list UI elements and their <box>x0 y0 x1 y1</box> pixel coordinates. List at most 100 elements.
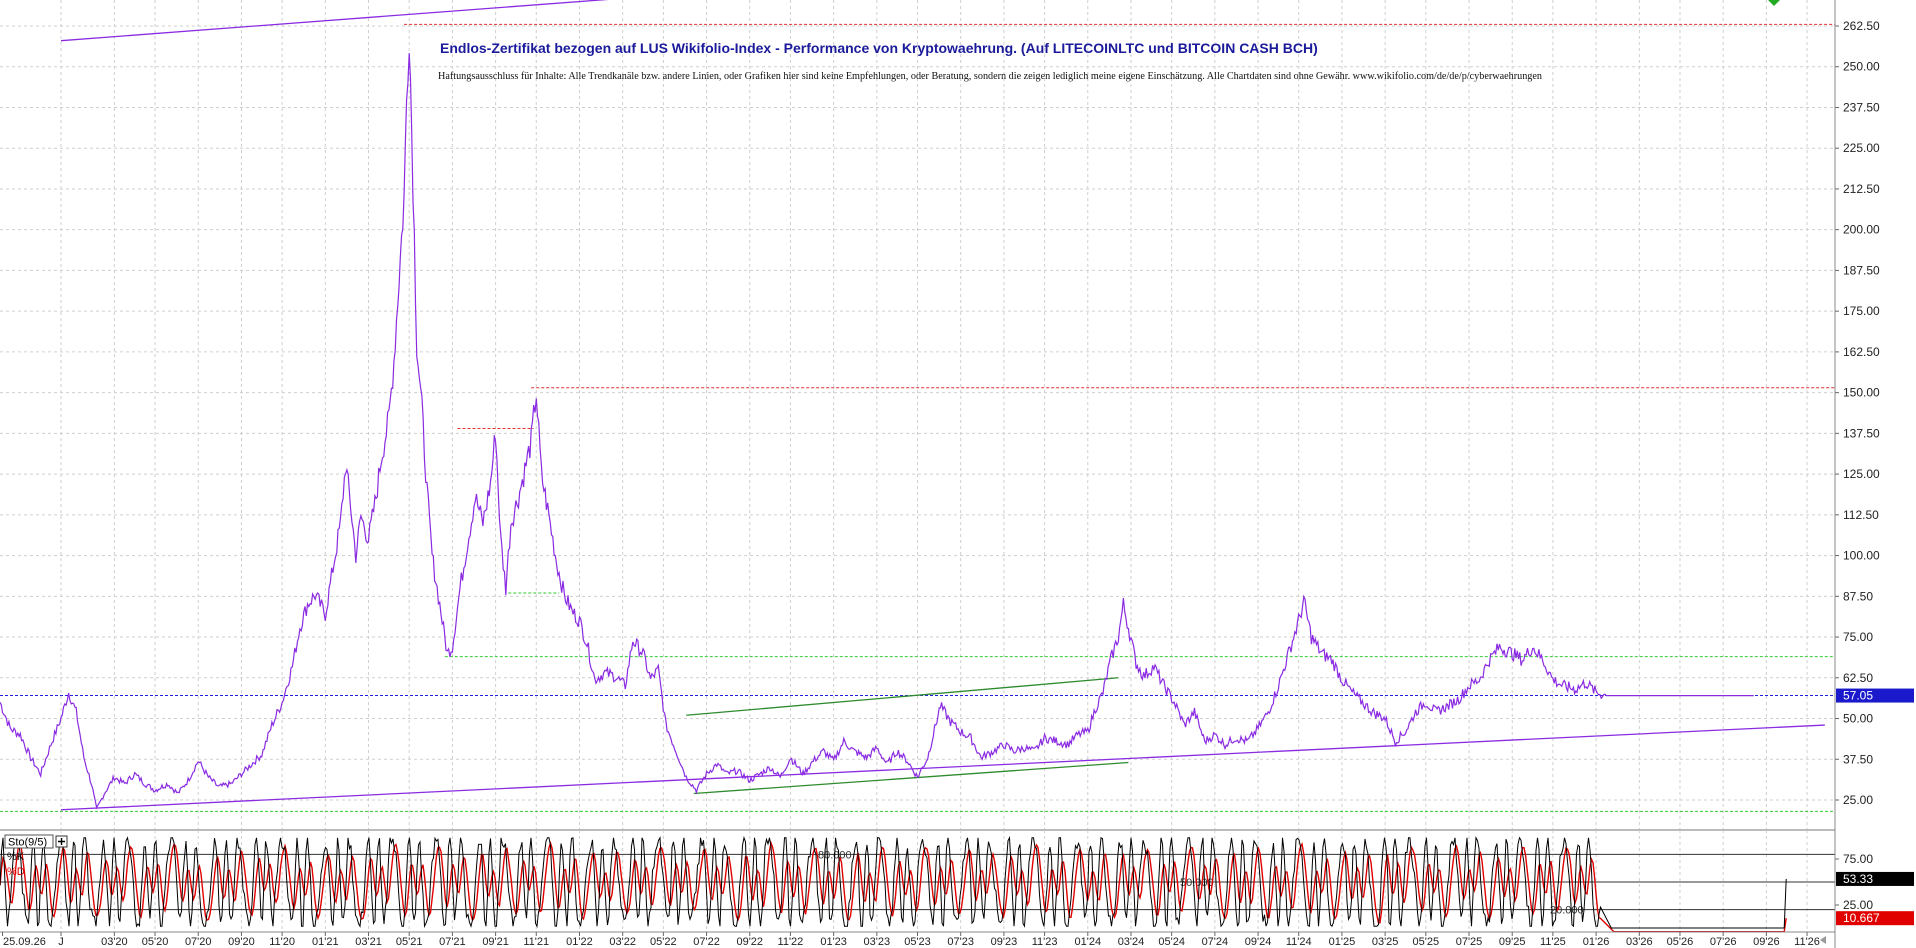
stochastic-value-label: 10.667 <box>1843 911 1880 925</box>
x-tick-label: 07'24 <box>1202 936 1229 948</box>
trendline <box>693 761 1129 795</box>
y-tick-label: 112.50 <box>1843 508 1879 522</box>
x-tick-label: 11'20 <box>269 936 295 948</box>
x-tick-label: 07'23 <box>947 936 974 948</box>
price-grid <box>0 0 1835 830</box>
x-tick-label: 05'23 <box>904 936 931 948</box>
legend-k: %K <box>7 851 25 863</box>
x-tick-label: 07'25 <box>1456 936 1483 948</box>
x-tick-label: 03'21 <box>355 936 382 948</box>
stochastic-value-badge <box>1836 911 1914 926</box>
chart-title: Endlos-Zertifikat bezogen auf LUS Wikifo… <box>440 40 1318 56</box>
stochastic-y-tick-label: 25.00 <box>1843 898 1873 912</box>
stochastic-value-markers: 53.33 10.667 <box>1836 871 1914 926</box>
x-tick-label: 09'24 <box>1245 936 1272 948</box>
trendline <box>60 0 609 42</box>
x-tick-label: 09'20 <box>228 936 255 948</box>
y-tick-label: 150.00 <box>1843 386 1880 400</box>
y-tick-label: 62.50 <box>1843 671 1873 685</box>
x-tick-label: 11'26 <box>1794 936 1820 948</box>
plus-icon <box>58 838 65 845</box>
x-tick-label: 03'22 <box>609 936 636 948</box>
legend-d: %D <box>7 866 25 878</box>
stochastic-d-line <box>0 840 1787 933</box>
trendline <box>60 724 1825 811</box>
x-tick-label: 07'20 <box>185 936 212 948</box>
trendline <box>686 677 1119 716</box>
y-tick-label: 87.50 <box>1843 589 1873 603</box>
chart-disclaimer: Haftungsausschluss für Inhalte: Alle Tre… <box>438 71 1542 82</box>
y-tick-label: 125.00 <box>1843 467 1880 481</box>
stochastic-k-line <box>0 835 1787 929</box>
x-tick-label: 05'25 <box>1413 936 1440 948</box>
x-tick-label: 07'21 <box>439 936 466 948</box>
x-tick-label: 01'25 <box>1329 936 1356 948</box>
y-tick-label: 137.50 <box>1843 426 1880 440</box>
y-tick-label: 250.00 <box>1843 60 1880 74</box>
y-tick-label: 237.50 <box>1843 100 1880 114</box>
x-tick-label: 01'23 <box>820 936 847 948</box>
x-tick-label: 05'21 <box>396 936 423 948</box>
current-value-label: 57.05 <box>1843 689 1873 703</box>
stochastic-legend: Sto(9/5) %K %D <box>4 834 68 878</box>
x-tick-label: 11'24 <box>1286 936 1312 948</box>
current-value-marker: 57.05 <box>1836 688 1914 703</box>
x-tick-label: 05'24 <box>1158 936 1185 948</box>
y-tick-label: 225.00 <box>1843 141 1880 155</box>
indicator-label-box[interactable] <box>4 834 54 849</box>
x-tick-label: 11'21 <box>523 936 549 948</box>
scroll-left-icon[interactable] <box>1820 936 1826 944</box>
x-tick-label: 05'20 <box>142 936 169 948</box>
x-tick-label: 09'22 <box>736 936 763 948</box>
x-tick-label: 11'25 <box>1540 936 1566 948</box>
x-tick-label: 03'25 <box>1372 936 1399 948</box>
price-y-tick-labels: 262.50 250.00 237.50 225.00 212.50 200.00 187.… <box>1835 19 1880 807</box>
x-tick-label: 01'21 <box>312 936 339 948</box>
x-tick-label: 01'26 <box>1583 936 1610 948</box>
x-tick-label: 11'22 <box>778 936 804 948</box>
x-tick-label: 01'24 <box>1074 936 1101 948</box>
x-tick-label: J <box>58 936 64 948</box>
x-tick-label: 03'24 <box>1118 936 1145 948</box>
y-tick-label: 212.50 <box>1843 182 1880 196</box>
price-trendlines <box>60 0 1825 811</box>
x-tick-label: 01'22 <box>566 936 593 948</box>
y-tick-label: 50.00 <box>1843 712 1873 726</box>
x-tick-label: 03'23 <box>864 936 891 948</box>
x-tick-label: 11'23 <box>1032 936 1058 948</box>
y-tick-label: 162.50 <box>1843 345 1880 359</box>
price-level-lines <box>0 23 1835 812</box>
y-tick-label: 175.00 <box>1843 304 1880 318</box>
stochastic-value-badge <box>1836 871 1914 886</box>
x-tick-label: 09'23 <box>991 936 1018 948</box>
x-tick-labels: 25.09.26 J 03'20 05'20 07'20 09'20 11'20 01'21 0… <box>2 932 1820 948</box>
x-tick-label: 03'20 <box>101 936 128 948</box>
indicator-name: Sto(9/5) <box>8 837 47 849</box>
x-tick-label: 09'26 <box>1753 936 1780 948</box>
y-tick-label: 200.00 <box>1843 223 1880 237</box>
price-series-line <box>0 53 1754 810</box>
x-tick-label: 09'21 <box>482 936 509 948</box>
x-tick-label: 09'25 <box>1499 936 1526 948</box>
stochastic-y-tick-label: 75.00 <box>1843 852 1873 866</box>
x-tick-label: 07'22 <box>693 936 720 948</box>
x-tick-label: 05'26 <box>1667 936 1694 948</box>
y-tick-label: 37.50 <box>1843 752 1873 766</box>
y-tick-label: 75.00 <box>1843 630 1873 644</box>
stochastic-value-label: 53.33 <box>1843 872 1873 886</box>
x-tick-label: 07'26 <box>1710 936 1737 948</box>
x-tick-label: 25.09.26 <box>3 936 46 948</box>
current-value-badge <box>1836 688 1914 703</box>
stochastic-y-tick-labels: 75.00 25.00 <box>1835 852 1873 912</box>
y-tick-label: 25.00 <box>1843 793 1873 807</box>
triangle-marker-icon <box>1768 0 1780 6</box>
y-tick-label: 100.00 <box>1843 549 1880 563</box>
stochastic-level-label: 20.000 <box>1550 905 1584 917</box>
y-tick-label: 187.50 <box>1843 263 1880 277</box>
x-tick-label: 03'26 <box>1626 936 1653 948</box>
x-tick-label: 05'22 <box>650 936 677 948</box>
price-panel: 262.50 250.00 237.50 225.00 212.50 200.00 187.… <box>0 0 1914 830</box>
y-tick-label: 262.50 <box>1843 19 1880 33</box>
